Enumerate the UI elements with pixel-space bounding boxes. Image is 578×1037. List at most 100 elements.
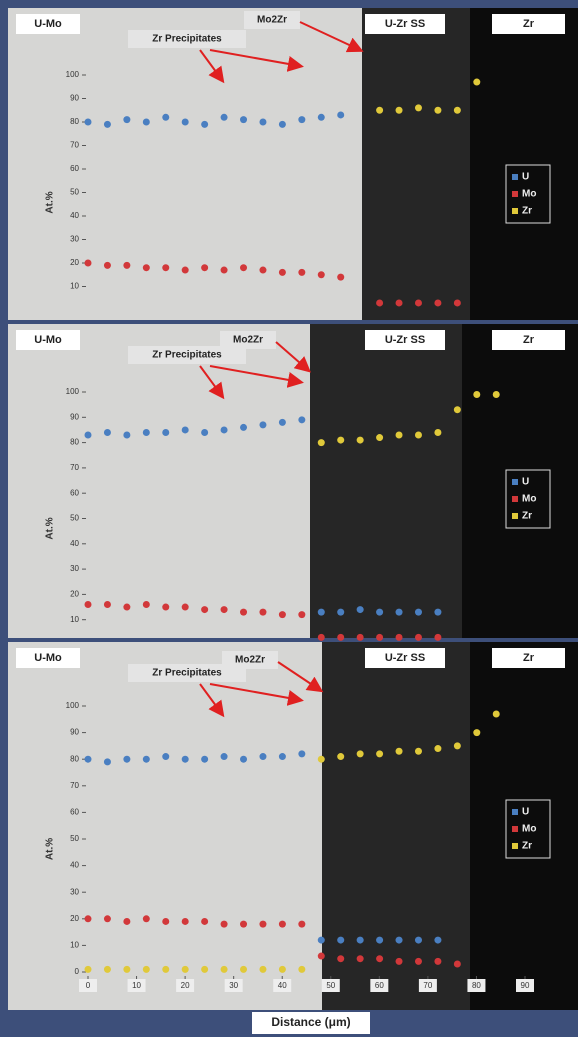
x-tick-box: [467, 979, 486, 992]
region-label-box: [365, 14, 445, 34]
legend-swatch: [512, 208, 518, 214]
y-axis-label: At.%: [45, 838, 56, 860]
data-point: [123, 116, 131, 124]
data-point: [103, 758, 111, 766]
y-axis-label: At.%: [45, 191, 56, 213]
y-tick-label: 90: [70, 728, 79, 737]
data-point: [201, 755, 209, 763]
annotation-box: [244, 11, 300, 29]
data-point: [473, 391, 481, 399]
data-point: [162, 753, 170, 761]
annotation: Mo2Zr: [235, 655, 265, 666]
y-tick-label: 60: [70, 488, 79, 497]
data-point: [376, 750, 384, 758]
data-point: [259, 421, 267, 429]
annotation: Mo2Zr: [257, 15, 287, 26]
data-point: [337, 633, 345, 641]
data-point: [492, 710, 500, 718]
annotation-box: [128, 30, 246, 48]
y-tick-label: 40: [70, 211, 79, 220]
y-tick-label: 80: [70, 117, 79, 126]
data-point: [84, 118, 92, 126]
data-point: [84, 431, 92, 439]
data-point: [201, 120, 209, 128]
data-point: [162, 428, 170, 436]
y-tick-label: 80: [70, 754, 79, 763]
solid-solution-region: [322, 642, 470, 1010]
legend-swatch: [512, 513, 518, 519]
region-label: U-Zr SS: [385, 652, 425, 664]
data-point: [434, 428, 442, 436]
x-tick-label: 10: [132, 981, 141, 990]
data-point: [181, 118, 189, 126]
y-tick-label: 40: [70, 861, 79, 870]
u-mo-region: [8, 642, 322, 1010]
data-point: [317, 952, 325, 960]
data-point: [317, 113, 325, 121]
data-point: [298, 416, 306, 424]
data-point: [220, 606, 228, 614]
y-tick-label: 20: [70, 590, 79, 599]
annotation-box: [128, 346, 246, 364]
data-point: [181, 965, 189, 973]
data-point: [142, 118, 150, 126]
u-mo-region: [8, 324, 310, 638]
data-point: [103, 601, 111, 609]
y-tick-label: 0: [75, 967, 80, 976]
y-tick-label: 50: [70, 834, 79, 843]
legend-label: Mo: [522, 824, 536, 835]
region-label-box: [365, 330, 445, 350]
data-point: [492, 391, 500, 399]
x-tick-box: [273, 979, 292, 992]
data-point: [278, 920, 286, 928]
region-label: U-Zr SS: [385, 18, 425, 30]
legend-swatch: [512, 479, 518, 485]
data-point: [240, 965, 248, 973]
data-point: [356, 955, 364, 963]
data-point: [181, 266, 189, 274]
x-tick-box: [321, 979, 340, 992]
data-point: [220, 965, 228, 973]
region-label-box: [492, 648, 565, 668]
data-point: [220, 113, 228, 121]
data-point: [395, 747, 403, 755]
arrow: [277, 661, 324, 693]
legend-box: [505, 469, 551, 529]
y-tick-label: 70: [70, 463, 79, 472]
data-point: [414, 936, 422, 944]
y-tick-label: 70: [70, 781, 79, 790]
data-point: [395, 608, 403, 616]
data-point: [123, 755, 131, 763]
data-point: [278, 418, 286, 426]
annotation: Zr Precipitates: [152, 668, 222, 679]
data-point: [434, 957, 442, 965]
legend-swatch: [512, 191, 518, 197]
data-point: [356, 436, 364, 444]
annotation-box: [220, 331, 276, 349]
data-point: [181, 917, 189, 925]
data-point: [298, 965, 306, 973]
data-point: [240, 264, 248, 272]
y-axis-label: At.%: [45, 517, 56, 539]
data-point: [201, 606, 209, 614]
zr-region: [470, 8, 578, 320]
legend-label: Mo: [522, 494, 536, 505]
legend-swatch: [512, 174, 518, 180]
data-point: [103, 120, 111, 128]
data-point: [259, 608, 267, 616]
x-tick-label: 30: [229, 981, 238, 990]
data-point: [142, 601, 150, 609]
data-point: [103, 428, 111, 436]
arrow: [209, 49, 304, 72]
data-point: [376, 434, 384, 442]
annotation-box: [128, 664, 246, 682]
data-point: [142, 915, 150, 923]
legend-label: U: [522, 807, 529, 818]
data-point: [123, 261, 131, 269]
data-point: [240, 920, 248, 928]
region-label-box: [492, 330, 565, 350]
data-point: [298, 116, 306, 124]
legend-swatch: [512, 826, 518, 832]
data-point: [317, 439, 325, 447]
